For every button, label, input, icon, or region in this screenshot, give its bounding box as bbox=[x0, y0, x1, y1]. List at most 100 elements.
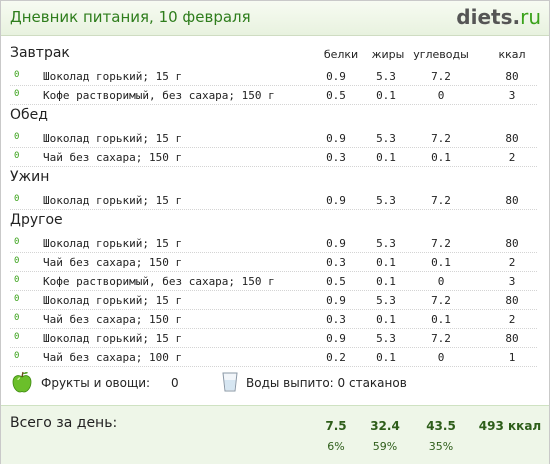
day-totals: Всего за день: 7.5 32.4 43.5 493 ккал 6%… bbox=[1, 405, 549, 464]
food-fat: 0.1 bbox=[376, 313, 396, 326]
food-carbs: 0 bbox=[437, 351, 445, 364]
food-fat: 5.3 bbox=[376, 332, 396, 345]
food-fat: 0.1 bbox=[376, 151, 396, 164]
food-carbs: 7.2 bbox=[431, 70, 451, 83]
apple-icon bbox=[12, 371, 32, 393]
column-header-protein: белки bbox=[323, 48, 359, 61]
food-name[interactable]: Чай без сахара; 150 г bbox=[43, 313, 183, 326]
food-name[interactable]: Кофе растворимый, без сахара; 150 г bbox=[43, 89, 275, 102]
food-protein: 0.9 bbox=[326, 237, 346, 250]
food-protein: 0.9 bbox=[326, 194, 346, 207]
food-carbs: 7.2 bbox=[431, 237, 451, 250]
protein-percent: 6% bbox=[327, 440, 345, 453]
food-row[interactable]: 0 Чай без сахара; 100 г 0.2 0.1 0 1 bbox=[10, 348, 537, 367]
glass-icon bbox=[222, 372, 238, 392]
section-title: Обед bbox=[10, 107, 48, 123]
food-kcal: 80 bbox=[505, 194, 519, 207]
food-kcal: 3 bbox=[508, 275, 516, 288]
food-name[interactable]: Шоколад горький; 15 г bbox=[43, 70, 183, 83]
row-zero-marker: 0 bbox=[14, 132, 20, 142]
food-row[interactable]: 0 Кофе растворимый, без сахара; 150 г 0.5 0… bbox=[10, 86, 537, 105]
food-kcal: 2 bbox=[508, 256, 516, 269]
food-name[interactable]: Шоколад горький; 15 г bbox=[43, 132, 183, 145]
row-zero-marker: 0 bbox=[14, 351, 20, 361]
row-zero-marker: 0 bbox=[14, 275, 20, 285]
food-carbs: 0.1 bbox=[431, 256, 451, 269]
food-fat: 0.1 bbox=[376, 89, 396, 102]
food-kcal: 1 bbox=[508, 351, 516, 364]
total-fat: 32.4 bbox=[370, 419, 400, 433]
food-row[interactable]: 0 Шоколад горький; 15 г 0.9 5.3 7.2 80 bbox=[10, 291, 537, 310]
row-zero-marker: 0 bbox=[14, 194, 20, 204]
food-protein: 0.3 bbox=[326, 313, 346, 326]
food-carbs: 7.2 bbox=[431, 294, 451, 307]
food-name[interactable]: Чай без сахара; 150 г bbox=[43, 256, 183, 269]
row-zero-marker: 0 bbox=[14, 70, 20, 80]
section-title: Ужин bbox=[10, 169, 50, 185]
food-protein: 0.5 bbox=[326, 275, 346, 288]
food-fat: 5.3 bbox=[376, 294, 396, 307]
row-zero-marker: 0 bbox=[14, 151, 20, 161]
food-kcal: 80 bbox=[505, 332, 519, 345]
site-logo[interactable]: diets.ru bbox=[456, 5, 541, 29]
food-row[interactable]: 0 Чай без сахара; 150 г 0.3 0.1 0.1 2 bbox=[10, 148, 537, 167]
water-label[interactable]: Воды выпито: 0 стаканов bbox=[246, 376, 407, 390]
food-protein: 0.9 bbox=[326, 294, 346, 307]
food-protein: 0.9 bbox=[326, 332, 346, 345]
row-zero-marker: 0 bbox=[14, 256, 20, 266]
food-carbs: 0 bbox=[437, 89, 445, 102]
food-name[interactable]: Шоколад горький; 15 г bbox=[43, 194, 183, 207]
fat-percent: 59% bbox=[372, 440, 398, 453]
food-name[interactable]: Шоколад горький; 15 г bbox=[43, 332, 183, 345]
row-zero-marker: 0 bbox=[14, 89, 20, 99]
food-fat: 5.3 bbox=[376, 237, 396, 250]
food-carbs: 0.1 bbox=[431, 151, 451, 164]
page-title: Дневник питания, 10 февраля bbox=[10, 8, 251, 26]
food-kcal: 80 bbox=[505, 132, 519, 145]
food-name[interactable]: Шоколад горький; 15 г bbox=[43, 294, 183, 307]
carbs-percent: 35% bbox=[428, 440, 454, 453]
logo-tld: ru bbox=[520, 5, 541, 29]
food-protein: 0.9 bbox=[326, 70, 346, 83]
food-fat: 0.1 bbox=[376, 351, 396, 364]
section-title: Другое bbox=[10, 212, 63, 228]
food-name[interactable]: Кофе растворимый, без сахара; 150 г bbox=[43, 275, 275, 288]
food-kcal: 80 bbox=[505, 237, 519, 250]
food-protein: 0.3 bbox=[326, 151, 346, 164]
food-fat: 0.1 bbox=[376, 256, 396, 269]
food-carbs: 0 bbox=[437, 275, 445, 288]
food-name[interactable]: Шоколад горький; 15 г bbox=[43, 237, 183, 250]
total-protein: 7.5 bbox=[325, 419, 347, 433]
row-zero-marker: 0 bbox=[14, 332, 20, 342]
food-kcal: 3 bbox=[508, 89, 516, 102]
column-header-carbs: углеводы bbox=[413, 48, 469, 61]
food-protein: 0.2 bbox=[326, 351, 346, 364]
food-row[interactable]: 0 Шоколад горький; 15 г 0.9 5.3 7.2 80 bbox=[10, 234, 537, 253]
food-fat: 5.3 bbox=[376, 70, 396, 83]
food-carbs: 7.2 bbox=[431, 132, 451, 145]
food-carbs: 7.2 bbox=[431, 332, 451, 345]
row-zero-marker: 0 bbox=[14, 313, 20, 323]
food-row[interactable]: 0 Шоколад горький; 15 г 0.9 5.3 7.2 80 bbox=[10, 67, 537, 86]
food-fat: 5.3 bbox=[376, 194, 396, 207]
food-row[interactable]: 0 Шоколад горький; 15 г 0.9 5.3 7.2 80 bbox=[10, 129, 537, 148]
row-zero-marker: 0 bbox=[14, 237, 20, 247]
food-row[interactable]: 0 Шоколад горький; 15 г 0.9 5.3 7.2 80 bbox=[10, 329, 537, 348]
food-row[interactable]: 0 Шоколад горький; 15 г 0.9 5.3 7.2 80 bbox=[10, 191, 537, 210]
logo-dot: . bbox=[512, 5, 521, 29]
diary-header: Дневник питания, 10 февраля diets.ru bbox=[1, 1, 549, 36]
food-row[interactable]: 0 Чай без сахара; 150 г 0.3 0.1 0.1 2 bbox=[10, 310, 537, 329]
food-name[interactable]: Чай без сахара; 100 г bbox=[43, 351, 183, 364]
column-header-kcal: ккал bbox=[498, 48, 526, 61]
food-protein: 0.3 bbox=[326, 256, 346, 269]
total-kcal: 493 ккал bbox=[478, 419, 542, 433]
food-name[interactable]: Чай без сахара; 150 г bbox=[43, 151, 183, 164]
food-kcal: 80 bbox=[505, 294, 519, 307]
food-row[interactable]: 0 Чай без сахара; 150 г 0.3 0.1 0.1 2 bbox=[10, 253, 537, 272]
food-row[interactable]: 0 Кофе растворимый, без сахара; 150 г 0.5 0… bbox=[10, 272, 537, 291]
totals-label: Всего за день: bbox=[10, 415, 118, 431]
fruit-value[interactable]: 0 bbox=[171, 376, 179, 390]
food-kcal: 2 bbox=[508, 313, 516, 326]
section-title: Завтрак bbox=[10, 45, 70, 61]
